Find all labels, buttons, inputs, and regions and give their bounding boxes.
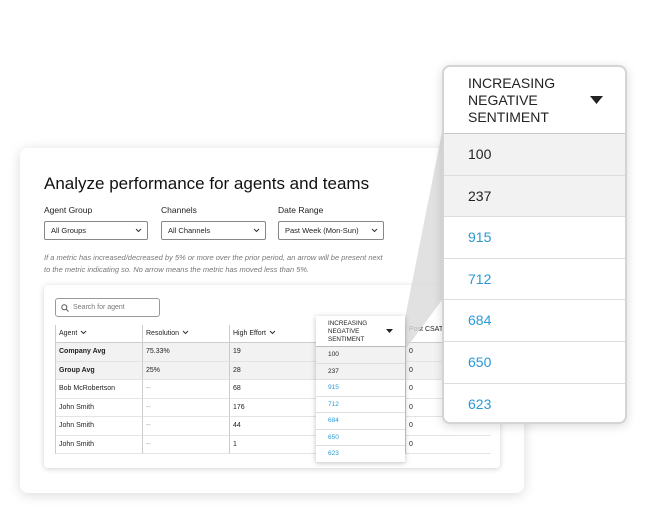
sentiment-cell: 100 <box>316 347 405 364</box>
search-placeholder: Search for agent <box>73 304 125 311</box>
table-cell: -- <box>142 380 229 399</box>
sentiment-cell: 650 <box>316 430 405 446</box>
search-icon <box>61 304 69 312</box>
column-header: Resolution <box>142 325 229 343</box>
search-box[interactable]: Search for agent <box>55 298 160 317</box>
chevron <box>135 228 142 233</box>
dropdown-value: Past Week (Mon-Sun) <box>285 226 359 235</box>
sentiment-cell: 237 <box>316 363 405 380</box>
callout-header: INCREASING NEGATIVE SENTIMENT <box>444 67 625 134</box>
chevron <box>80 330 87 335</box>
callout-header-text: INCREASING NEGATIVE SENTIMENT <box>468 75 556 125</box>
sentiment-cell: 623 <box>316 446 405 463</box>
sentiment-cell: 915 <box>316 380 405 397</box>
chevron <box>253 228 260 233</box>
table-cell: 68 <box>229 380 316 399</box>
sort-arrow <box>590 96 603 104</box>
filter-label: Date Range <box>278 205 324 215</box>
sort-arrow <box>386 329 393 333</box>
header-text: Agent <box>59 330 78 337</box>
table-cell: -- <box>142 417 229 436</box>
sentiment-column: INCREASING NEGATIVE SENTIMENT 100 237 915 7… <box>316 316 405 463</box>
note: If a metric has increased/decreased by 5… <box>44 253 383 274</box>
table-cell: 44 <box>229 417 316 436</box>
table-cell: 1 <box>229 435 316 454</box>
dropdown[interactable]: All Groups <box>44 221 148 240</box>
dropdown[interactable]: All Channels <box>161 221 266 240</box>
chevron <box>371 228 378 233</box>
chevron <box>182 330 189 335</box>
table-cell: John Smith <box>55 398 142 417</box>
callout-cell: 684 <box>444 300 625 342</box>
zoom-callout: INCREASING NEGATIVE SENTIMENT 100 237 915 7… <box>442 65 627 424</box>
sentiment-cell: 712 <box>316 397 405 413</box>
chevron <box>269 330 276 335</box>
table-cell: 0 <box>405 435 491 454</box>
column-header: Agent <box>55 325 142 343</box>
table-cell: 75.33% <box>142 343 229 362</box>
filter-label: Channels <box>161 205 197 215</box>
page-title: Analyze performance for agents and teams <box>44 174 370 193</box>
column-header[interactable]: INCREASING NEGATIVE SENTIMENT <box>316 316 405 347</box>
filter-label: Agent Group <box>44 205 93 215</box>
callout-cell: 237 <box>444 175 625 218</box>
table-cell: 176 <box>229 398 316 417</box>
column-header-text: INCREASING NEGATIVE SENTIMENT <box>328 320 368 343</box>
table-cell: Bob McRobertson <box>55 380 142 399</box>
callout-cell: 623 <box>444 384 625 422</box>
column-header: High Effort <box>229 325 316 343</box>
callout-cell: 712 <box>444 259 625 301</box>
header-text: Resolution <box>146 330 180 337</box>
header-text: High Effort <box>233 330 266 337</box>
dropdown-value: All Groups <box>51 226 87 235</box>
sentiment-cell: 684 <box>316 413 405 430</box>
callout-cell: 100 <box>444 134 625 176</box>
table-cell: 0 <box>405 417 491 436</box>
callout-cell: 915 <box>444 217 625 259</box>
table-cell: John Smith <box>55 417 142 436</box>
table-cell: John Smith <box>55 435 142 454</box>
table-cell: 19 <box>229 343 316 362</box>
dropdown-value: All Channels <box>168 226 211 235</box>
table-cell: -- <box>142 398 229 417</box>
table-cell: 25% <box>142 361 229 380</box>
table-cell: 28 <box>229 361 316 380</box>
dropdown[interactable]: Past Week (Mon-Sun) <box>278 221 384 240</box>
table-cell: -- <box>142 435 229 454</box>
table-cell: Company Avg <box>55 343 142 362</box>
callout-cell: 650 <box>444 342 625 384</box>
table-cell: Group Avg <box>55 361 142 380</box>
